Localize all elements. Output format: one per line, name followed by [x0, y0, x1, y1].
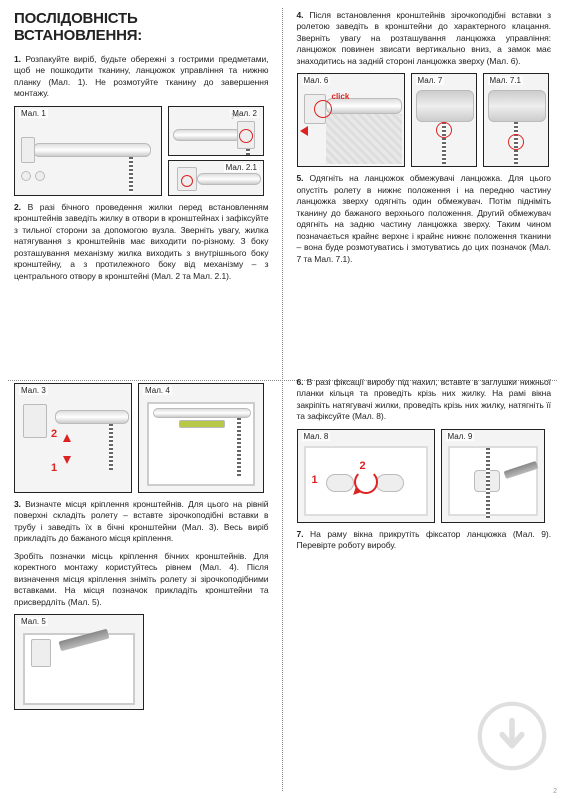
step-7-text: 7. На раму вікна прикрутіть фіксатор лан…: [297, 529, 552, 552]
step-2-body: В разі бічного проведення жилки перед вс…: [14, 202, 269, 281]
figure-row-1: Мал. 1 Мал. 2 ✂ Мал. 2.1: [14, 106, 269, 196]
click-label: click: [332, 92, 350, 101]
quadrant-top-right: 4. Після встановлення кронштейнів зірочк…: [283, 0, 565, 371]
step-5-number: 5.: [297, 173, 304, 183]
step-3-body-a: Визначте місця кріплення кронштейнів. Дл…: [14, 499, 269, 543]
figure-2-1: Мал. 2.1: [168, 160, 264, 196]
step-4-number: 4.: [297, 10, 304, 20]
figure-5: Мал. 5: [14, 614, 144, 710]
step-3-text-b: Зробіть позначки місць кріплення бічних …: [14, 551, 269, 608]
step-1-number: 1.: [14, 54, 21, 64]
figure-2-1-caption: Мал. 2.1: [224, 163, 259, 172]
figure-8: Мал. 8 1 2: [297, 429, 435, 523]
figure-1: Мал. 1: [14, 106, 162, 196]
page-title: ПОСЛІДОВНІСТЬ ВСТАНОВЛЕННЯ:: [14, 10, 269, 44]
figure-4-caption: Мал. 4: [143, 386, 172, 395]
figure-2-caption: Мал. 2: [230, 109, 259, 118]
figure-3: Мал. 3 2 1: [14, 383, 132, 493]
figure-row-5: Мал. 5: [14, 614, 269, 710]
step-1-body: Розпакуйте виріб, будьте обережні з гост…: [14, 54, 269, 98]
quadrant-top-left: ПОСЛІДОВНІСТЬ ВСТАНОВЛЕННЯ: 1. Розпакуйт…: [0, 0, 283, 371]
figure-2-group: Мал. 2 ✂ Мал. 2.1: [168, 106, 264, 196]
figure-9-caption: Мал. 9: [446, 432, 475, 441]
step-7-number: 7.: [297, 529, 304, 539]
step-5-body: Одягніть на ланцюжок обмежувачі ланцюжка…: [297, 173, 552, 263]
step-5-text: 5. Одягніть на ланцюжок обмежувачі ланцю…: [297, 173, 552, 265]
step-1-text: 1. Розпакуйте виріб, будьте обережні з г…: [14, 54, 269, 100]
step-2-text: 2. В разі бічного проведення жилки перед…: [14, 202, 269, 282]
quadrant-bottom-left: Мал. 3 2 1 Мал. 4 3. Визначте місця кріп…: [0, 371, 283, 799]
figure-6-caption: Мал. 6: [302, 76, 331, 85]
figure-7-caption: Мал. 7: [416, 76, 445, 85]
figure-4: Мал. 4: [138, 383, 264, 493]
step-6-text: 6. В разі фіксації виробу під нахил, вст…: [297, 377, 552, 423]
marker-2: 2: [51, 428, 57, 440]
step-6-body: В разі фіксації виробу під нахил, вставт…: [297, 377, 552, 421]
figure-row-3-4: Мал. 3 2 1 Мал. 4: [14, 383, 269, 493]
quadrant-bottom-right: 6. В разі фіксації виробу під нахил, вст…: [283, 371, 565, 799]
step-4-body: Після встановлення кронштейнів зірочкопо…: [297, 10, 552, 66]
figure-6: Мал. 6 click: [297, 73, 405, 167]
page: ПОСЛІДОВНІСТЬ ВСТАНОВЛЕННЯ: 1. Розпакуйт…: [0, 0, 565, 799]
figure-8-caption: Мал. 8: [302, 432, 331, 441]
figure-7-1: Мал. 7.1: [483, 73, 549, 167]
figure-2: Мал. 2 ✂: [168, 106, 264, 156]
step-2-number: 2.: [14, 202, 21, 212]
figure-row-8-9: Мал. 8 1 2 Мал. 9: [297, 429, 552, 523]
figure-7: Мал. 7: [411, 73, 477, 167]
step-4-text: 4. Після встановлення кронштейнів зірочк…: [297, 10, 552, 67]
figure-3-caption: Мал. 3: [19, 386, 48, 395]
marker-1: 1: [51, 462, 57, 474]
step-7-body: На раму вікна прикрутіть фіксатор ланцюж…: [297, 529, 552, 550]
marker-1b: 1: [312, 474, 318, 486]
step-3-text-a: 3. Визначте місця кріплення кронштейнів.…: [14, 499, 269, 545]
step-6-number: 6.: [297, 377, 304, 387]
figure-9: Мал. 9: [441, 429, 545, 523]
figure-5-caption: Мал. 5: [19, 617, 48, 626]
figure-1-caption: Мал. 1: [19, 109, 48, 118]
figure-7-1-caption: Мал. 7.1: [488, 76, 523, 85]
step-3-number: 3.: [14, 499, 21, 509]
figure-row-6-7: Мал. 6 click Мал. 7 Мал. 7.1: [297, 73, 552, 167]
page-number: 2: [553, 788, 557, 795]
